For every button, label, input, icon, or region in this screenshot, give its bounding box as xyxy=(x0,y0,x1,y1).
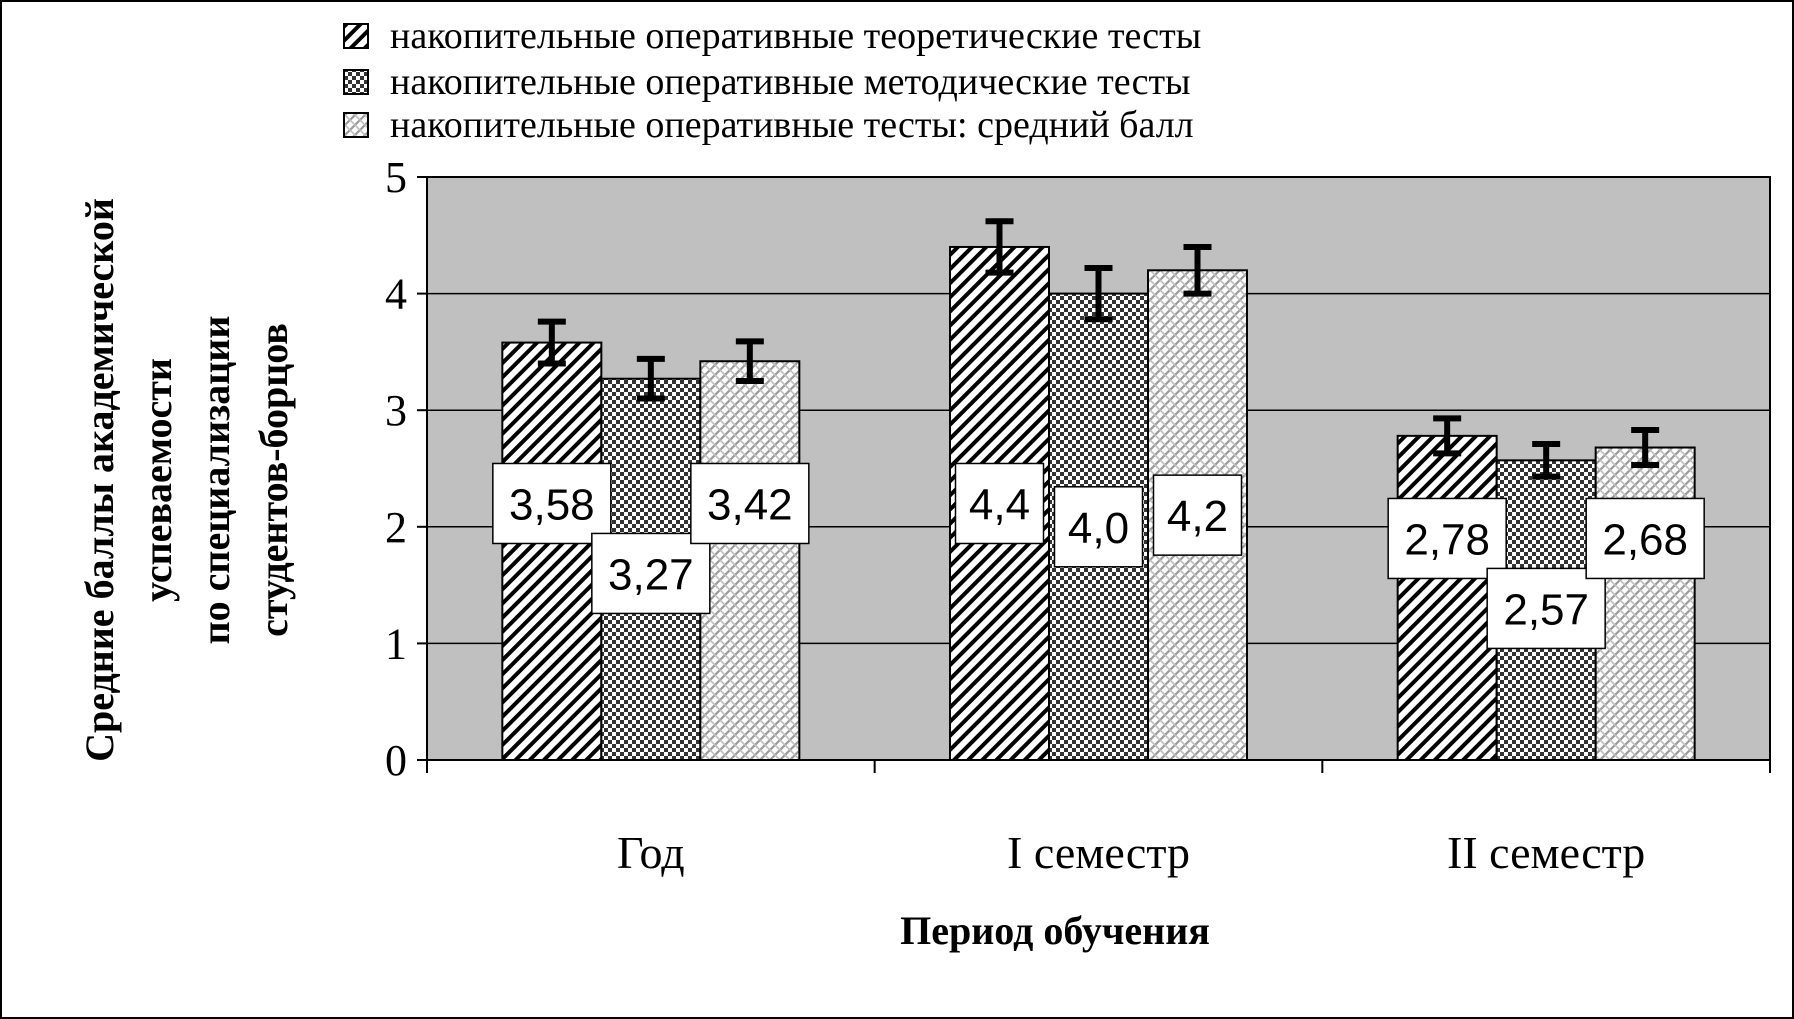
category-label: II семестр xyxy=(1447,827,1645,878)
data-label-box xyxy=(1152,474,1243,556)
category-label: Год xyxy=(617,827,685,878)
y-tick-label: 0 xyxy=(385,736,407,785)
data-label: 2,57 xyxy=(1503,585,1589,634)
legend-label-average: накопительные оперативные тесты: средний… xyxy=(390,104,1194,146)
data-label-box xyxy=(492,462,612,545)
legend-item-theoretical: накопительные оперативные теоретические … xyxy=(343,15,1201,57)
y-tick-label: 5 xyxy=(385,153,407,202)
plot-area: 0 1 2 3 4 5 Год I семестр II семестр 3,58 3,27 3,42… xyxy=(385,153,1771,878)
data-label: 4,4 xyxy=(969,480,1030,529)
y-axis-title-line-3: по специализации xyxy=(193,316,238,645)
y-tick-label: 2 xyxy=(385,503,407,552)
data-label-box xyxy=(690,462,810,545)
data-label: 4,2 xyxy=(1167,492,1228,541)
x-axis-title: Период обучения xyxy=(900,908,1210,953)
y-axis-title-line-1: Средние баллы академической xyxy=(77,198,122,762)
legend-label-theoretical: накопительные оперативные теоретические … xyxy=(390,15,1201,57)
legend-swatch-theoretical xyxy=(343,23,369,49)
bar xyxy=(1594,446,1696,761)
y-axis-title-line-4: студентов-борцов xyxy=(251,323,296,637)
legend-label-methodical: накопительные оперативные методические т… xyxy=(390,61,1191,103)
data-label: 3,58 xyxy=(509,480,595,529)
data-label: 2,78 xyxy=(1404,515,1490,564)
data-label-box xyxy=(1585,497,1705,580)
bar xyxy=(699,360,801,761)
y-axis-title: Средние баллы академической успеваемости… xyxy=(77,198,296,762)
data-label: 3,42 xyxy=(707,480,793,529)
data-label-box xyxy=(591,532,711,615)
category-label: I семестр xyxy=(1007,827,1190,878)
data-label-box xyxy=(1387,497,1507,580)
legend-item-methodical: накопительные оперативные методические т… xyxy=(343,61,1191,103)
data-label: 3,27 xyxy=(608,550,694,599)
y-tick-label: 1 xyxy=(385,619,407,668)
legend-swatch-average xyxy=(343,112,369,138)
data-label: 4,0 xyxy=(1068,504,1129,553)
data-label-box xyxy=(1053,486,1144,568)
data-label: 2,68 xyxy=(1602,515,1688,564)
y-axis-title-line-2: успеваемости xyxy=(135,358,180,602)
data-label-box xyxy=(1486,567,1606,650)
bar xyxy=(501,341,603,761)
legend: накопительные оперативные теоретические … xyxy=(343,15,1201,146)
data-label-box xyxy=(954,462,1045,545)
bar xyxy=(1396,434,1498,761)
y-tick-label: 3 xyxy=(385,386,407,435)
y-tick-label: 4 xyxy=(385,270,407,319)
legend-swatch-methodical xyxy=(343,69,369,95)
legend-item-average: накопительные оперативные тесты: средний… xyxy=(343,104,1194,146)
